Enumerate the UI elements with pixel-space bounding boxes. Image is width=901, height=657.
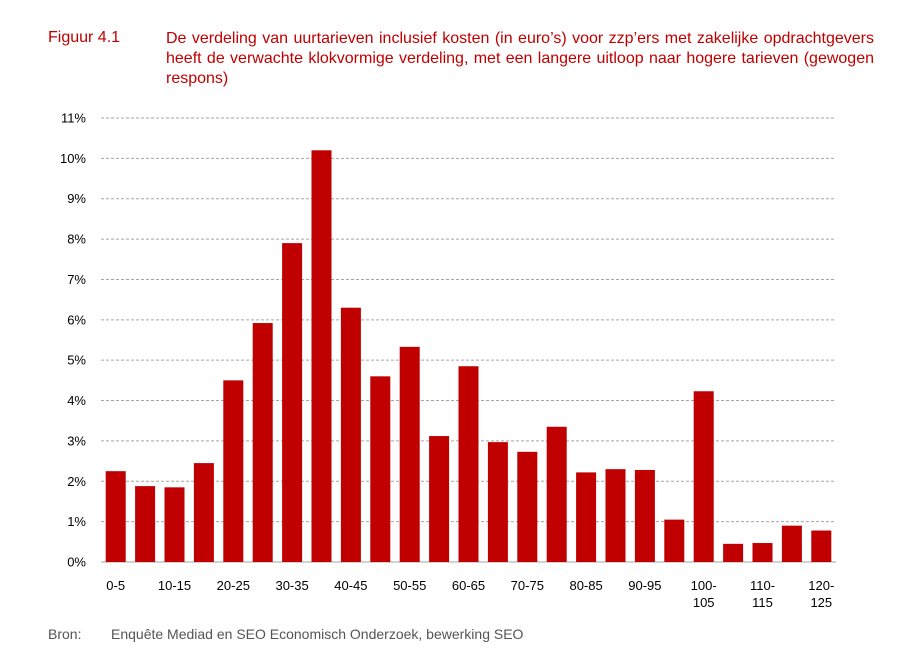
x-tick-label: 0-5 bbox=[106, 578, 125, 593]
x-tick-label: 70-75 bbox=[511, 578, 544, 593]
figure-title: De verdeling van uurtarieven inclusief k… bbox=[166, 30, 874, 87]
source-text: Enquête Mediad en SEO Economisch Onderzo… bbox=[111, 626, 524, 642]
source-label: Bron: bbox=[48, 626, 82, 642]
x-tick-label: 100-105 bbox=[691, 578, 717, 610]
y-tick-label: 5% bbox=[67, 353, 86, 368]
x-tick-label: 80-85 bbox=[569, 578, 602, 593]
x-axis-ticks: 0-5 10-15 20-25 30-35 40-45 50-55 60-65 70-75 80… bbox=[106, 578, 834, 610]
bar bbox=[605, 469, 626, 562]
bar bbox=[135, 486, 156, 562]
y-tick-label: 6% bbox=[67, 312, 86, 327]
bar bbox=[517, 451, 538, 562]
y-tick-label: 7% bbox=[67, 272, 86, 287]
x-tick-label: 10-15 bbox=[158, 578, 191, 593]
bar-chart: 0% 1% 2% 3% 4% 5% 6% 7% 8% 9% 10% 11% 0-5 10-15 20-25… bbox=[60, 111, 836, 610]
bar bbox=[634, 469, 655, 562]
bar bbox=[546, 426, 567, 562]
x-tick-label: 50-55 bbox=[393, 578, 426, 593]
x-tick-label: 20-25 bbox=[217, 578, 250, 593]
x-tick-label: 110-115 bbox=[750, 578, 775, 610]
y-tick-label: 8% bbox=[67, 232, 86, 247]
x-tick-label: 60-65 bbox=[452, 578, 485, 593]
y-tick-label: 11% bbox=[61, 111, 86, 126]
bar bbox=[811, 530, 832, 562]
bar bbox=[723, 543, 744, 562]
y-axis-ticks: 0% 1% 2% 3% 4% 5% 6% 7% 8% 9% 10% 11% bbox=[60, 111, 86, 570]
bar bbox=[429, 436, 450, 562]
bar bbox=[399, 346, 420, 562]
y-tick-label: 4% bbox=[67, 393, 86, 408]
bar bbox=[252, 323, 273, 562]
bar bbox=[311, 150, 332, 563]
x-tick-label: 30-35 bbox=[275, 578, 308, 593]
bar bbox=[752, 543, 773, 562]
y-tick-label: 3% bbox=[67, 433, 86, 448]
bar bbox=[105, 471, 126, 562]
chart-bars bbox=[105, 150, 832, 563]
bar bbox=[340, 307, 361, 562]
bar bbox=[164, 487, 185, 562]
figure-label: Figuur 4.1 bbox=[48, 29, 121, 46]
bar bbox=[223, 380, 244, 562]
y-tick-label: 10% bbox=[60, 151, 86, 166]
x-tick-label: 90-95 bbox=[628, 578, 661, 593]
bar bbox=[693, 391, 714, 562]
y-tick-label: 2% bbox=[67, 474, 86, 489]
bar bbox=[781, 525, 802, 562]
x-tick-label: 120-125 bbox=[808, 578, 834, 610]
x-tick-label: 40-45 bbox=[334, 578, 367, 593]
y-tick-label: 0% bbox=[67, 555, 86, 570]
bar bbox=[664, 519, 685, 562]
bar bbox=[282, 243, 303, 563]
bar bbox=[458, 366, 479, 562]
bar bbox=[370, 376, 391, 562]
y-tick-label: 1% bbox=[67, 514, 86, 529]
bar bbox=[576, 472, 597, 562]
bar bbox=[193, 463, 214, 562]
y-tick-label: 9% bbox=[67, 191, 86, 206]
bar bbox=[487, 442, 508, 562]
